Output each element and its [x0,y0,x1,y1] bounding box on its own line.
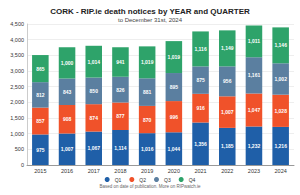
svg-text:908: 908 [63,116,72,122]
svg-text:2021: 2021 [194,168,206,174]
svg-text:1,016: 1,016 [141,146,154,152]
svg-text:3,500: 3,500 [10,52,24,58]
svg-text:850: 850 [90,88,99,94]
svg-text:895: 895 [170,84,179,90]
svg-text:1,019: 1,019 [141,59,154,65]
svg-text:1,161: 1,161 [248,72,261,78]
svg-text:Q3: Q3 [164,177,171,183]
svg-text:857: 857 [36,118,45,124]
svg-text:2023: 2023 [248,168,260,174]
svg-text:916: 916 [196,105,205,111]
svg-text:2017: 2017 [88,168,100,174]
svg-text:1,116: 1,116 [194,46,206,52]
svg-text:1,216: 1,216 [274,143,287,149]
svg-text:874: 874 [90,115,99,121]
svg-text:870: 870 [143,117,152,123]
svg-text:975: 975 [36,147,45,153]
svg-text:1,500: 1,500 [10,115,24,121]
svg-text:956: 956 [223,78,232,84]
svg-text:1,114: 1,114 [114,145,126,151]
svg-text:1,232: 1,232 [248,143,261,149]
svg-text:3,000: 3,000 [10,68,24,74]
svg-text:4,000: 4,000 [10,37,24,43]
svg-text:2024: 2024 [275,168,287,174]
svg-text:Q2: Q2 [139,177,146,183]
svg-text:1,007: 1,007 [221,109,234,115]
svg-text:Q1: Q1 [115,177,122,183]
svg-text:996: 996 [170,114,179,120]
svg-text:2022: 2022 [221,168,233,174]
svg-text:0: 0 [21,162,24,168]
svg-text:1,067: 1,067 [87,145,100,151]
svg-text:2018: 2018 [114,168,126,174]
svg-text:1,011: 1,011 [248,38,260,44]
svg-text:1,014: 1,014 [87,59,100,65]
svg-text:2016: 2016 [61,168,73,174]
svg-text:1,044: 1,044 [168,146,181,152]
svg-text:941: 941 [116,59,125,65]
svg-text:1,146: 1,146 [274,42,287,48]
svg-text:2015: 2015 [34,168,46,174]
svg-text:1,047: 1,047 [248,107,261,113]
svg-text:1,000: 1,000 [61,60,74,66]
svg-text:875: 875 [196,77,205,83]
svg-text:1,185: 1,185 [221,143,234,149]
svg-text:to December 31st, 2024: to December 31st, 2024 [118,17,183,23]
svg-text:1,028: 1,028 [274,108,287,114]
svg-text:1,149: 1,149 [221,45,234,51]
svg-text:1,000: 1,000 [10,131,24,137]
svg-text:Q4: Q4 [189,177,196,183]
svg-text:826: 826 [116,87,125,93]
svg-text:877: 877 [116,113,125,119]
svg-text:Based on date of publication.: Based on date of publication. More on RI… [99,184,201,189]
svg-text:500: 500 [15,146,24,152]
svg-text:1,007: 1,007 [61,146,74,152]
svg-text:1,002: 1,002 [274,76,287,82]
svg-text:881: 881 [143,89,152,95]
svg-text:4,500: 4,500 [10,21,24,27]
svg-text:2019: 2019 [141,168,153,174]
svg-text:CORK - RIP.ie death notices by: CORK - RIP.ie death notices by YEAR and … [50,7,250,16]
svg-text:865: 865 [36,66,45,72]
svg-text:2020: 2020 [168,168,180,174]
svg-text:1,356: 1,356 [194,141,207,147]
svg-text:1,019: 1,019 [168,54,181,60]
svg-text:2,500: 2,500 [10,84,24,90]
svg-text:812: 812 [36,92,45,98]
svg-text:843: 843 [63,89,72,95]
svg-text:2,000: 2,000 [10,99,24,105]
